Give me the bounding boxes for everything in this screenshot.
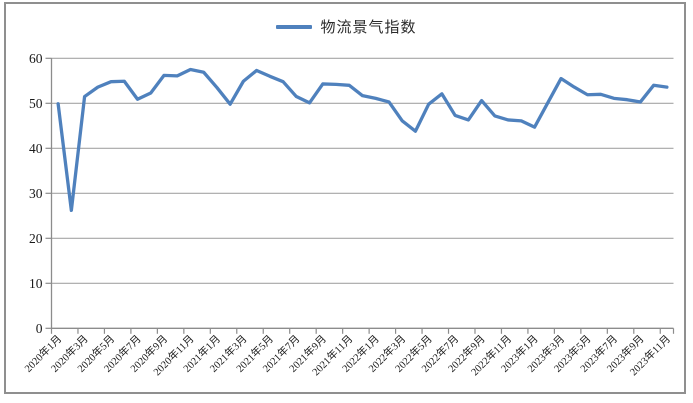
series-line-logistics-index (56, 67, 669, 213)
y-axis-label: 40 (29, 141, 43, 156)
y-axis-label: 60 (29, 51, 43, 66)
y-axis-label: 20 (29, 231, 43, 246)
y-axis-label: 10 (29, 276, 43, 291)
y-axis-label: 30 (29, 186, 43, 201)
y-axis-label: 0 (36, 321, 43, 336)
legend-series-label: 物流景气指数 (320, 20, 417, 36)
legend-line-swatch (276, 24, 313, 29)
legend: 物流景气指数 (0, 16, 693, 37)
y-axis-label: 50 (29, 96, 43, 111)
